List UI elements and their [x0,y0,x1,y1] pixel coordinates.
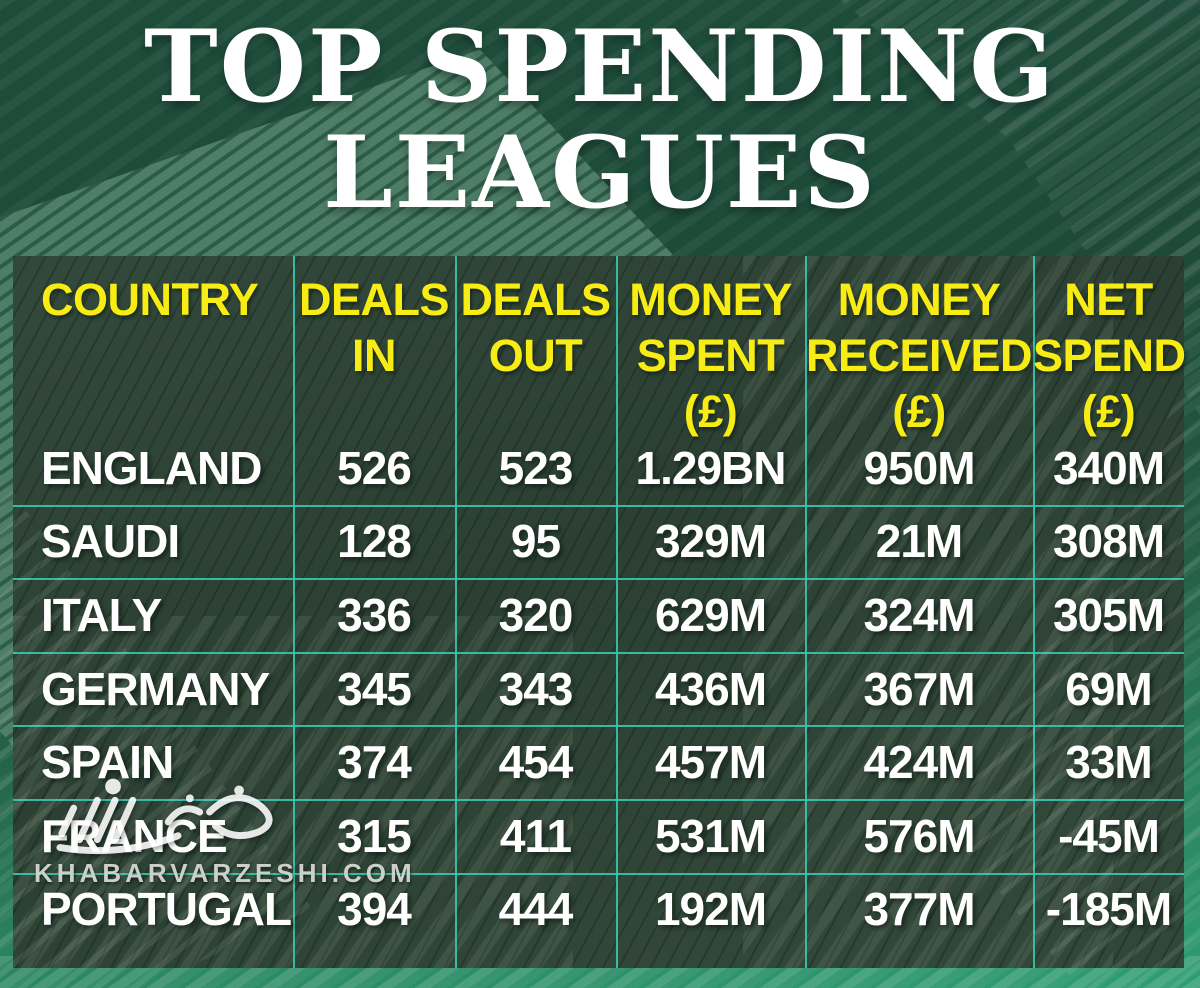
value-cell: 523 [498,441,574,494]
value-cell: 324M [863,588,975,641]
header-cell-money-received: MONEY RECEIVED (£) [805,274,1033,437]
table-row: GERMANY 345 343 436M 367M 69M [13,652,1184,726]
value-cell: 424M [863,736,975,789]
value-cell: 457M [654,736,767,789]
country-cell: ITALY [41,588,162,641]
row-divider [13,725,1184,727]
value-cell: 305M [1052,588,1165,641]
value-cell: 95 [510,515,561,568]
value-cell: 315 [337,809,412,862]
value-cell: 526 [337,441,412,494]
column-divider [616,256,618,968]
table-header-row: COUNTRY DEALS IN DEALS OUT MONEY SPENT (£) MONEY… [13,272,1186,440]
value-cell: 367M [863,662,975,715]
value-cell: 21M [875,515,963,568]
table-row: SPAIN 374 454 457M 424M 33M [13,725,1184,799]
country-cell: PORTUGAL [41,883,292,936]
header-cell-net-spend: NET SPEND (£) [1033,274,1186,437]
header-cell-deals-in: DEALS IN [298,274,450,381]
value-cell: 444 [498,883,574,936]
country-cell: FRANCE [41,809,228,862]
table-row: SAUDI 128 95 329M 21M 308M [13,505,1184,579]
column-divider [1033,256,1035,968]
table-row: ENGLAND 526 523 1.29BN 950M 340M [13,431,1184,505]
value-cell: -45M [1058,809,1160,862]
value-cell: 128 [337,515,412,568]
country-cell: SAUDI [41,515,180,568]
country-cell: SPAIN [41,736,174,789]
value-cell: 454 [498,736,574,789]
header-cell-money-spent: MONEY SPENT (£) [629,274,792,437]
value-cell: -185M [1045,883,1172,936]
value-cell: 33M [1065,736,1152,789]
table-row: FRANCE 315 411 531M 576M -45M [13,799,1184,873]
value-cell: 336 [337,588,412,641]
header-cell-deals-out: DEALS OUT [460,274,611,381]
value-cell: 308M [1052,515,1165,568]
value-cell: 377M [863,883,975,936]
value-cell: 343 [498,662,574,715]
value-cell: 329M [654,515,767,568]
header-cell-country: COUNTRY [41,274,259,325]
page-title: TOP SPENDING LEAGUES [0,14,1200,226]
value-cell: 629M [654,588,767,641]
value-cell: 345 [337,662,412,715]
row-divider [13,799,1184,801]
value-cell: 576M [863,809,975,862]
table-body: ENGLAND 526 523 1.29BN 950M 340M SAUDI 128 95 329… [13,431,1184,946]
value-cell: 340M [1052,441,1165,494]
column-divider [805,256,807,968]
row-divider [13,873,1184,875]
country-cell: ENGLAND [41,441,262,494]
country-cell: GERMANY [41,662,270,715]
value-cell: 69M [1065,662,1152,715]
value-cell: 192M [654,883,767,936]
value-cell: 436M [654,662,767,715]
title-line-2: LEAGUES [323,115,877,231]
row-divider [13,578,1184,580]
value-cell: 374 [337,736,412,789]
column-divider [293,256,295,968]
value-cell: 394 [337,883,412,936]
row-divider [13,505,1184,507]
value-cell: 320 [498,588,574,641]
value-cell: 1.29BN [635,441,787,494]
value-cell: 950M [863,441,975,494]
value-cell: 531M [654,809,767,862]
title-line-1: TOP SPENDING [144,9,1056,125]
row-divider [13,652,1184,654]
table-row: ITALY 336 320 629M 324M 305M [13,578,1184,652]
table-panel: COUNTRY DEALS IN DEALS OUT MONEY SPENT (£) MONEY… [13,256,1186,968]
column-divider [455,256,457,968]
value-cell: 411 [499,809,572,862]
table-row: PORTUGAL 394 444 192M 377M -185M [13,873,1184,947]
